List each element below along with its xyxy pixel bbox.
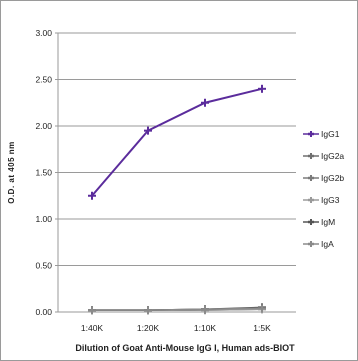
y-tick-label: 1.50	[35, 168, 52, 178]
y-tick-label: 2.00	[35, 121, 52, 131]
gridlines	[55, 32, 296, 313]
x-tick-labels: 1:40K 1:20K 1:10K 1:5K	[81, 323, 271, 333]
y-tick-label: 2.50	[35, 75, 52, 85]
x-tick-label: 1:40K	[81, 323, 104, 333]
x-tick-label: 1:5K	[253, 323, 271, 333]
legend-label: IgG1	[321, 129, 340, 139]
legend-label: IgM	[321, 217, 335, 227]
y-tick-labels: 0.00 0.50 1.00 1.50 2.00 2.50 3.00	[35, 28, 52, 317]
legend-label: IgA	[321, 239, 334, 249]
x-tick-label: 1:20K	[137, 323, 160, 333]
series-lines	[88, 84, 266, 315]
legend-label: IgG2a	[321, 151, 344, 161]
y-tick-label: 0.00	[35, 307, 52, 317]
x-axis-label: Dilution of Goat Anti-Mouse IgG I, Human…	[75, 343, 295, 353]
y-tick-label: 3.00	[35, 28, 52, 38]
y-axis-label: O.D. at 405 nm	[7, 141, 16, 204]
y-tick-label: 1.00	[35, 214, 52, 224]
y-tick-label: 0.50	[35, 261, 52, 271]
legend-label: IgG3	[321, 195, 340, 205]
series-line-iga	[92, 307, 263, 311]
series-line-igg1	[91, 87, 263, 197]
x-tick-label: 1:10K	[194, 323, 217, 333]
legend-label: IgG2b	[321, 173, 344, 183]
legend: IgG1 IgG2a IgG2b IgG3 IgM IgA	[303, 129, 344, 249]
